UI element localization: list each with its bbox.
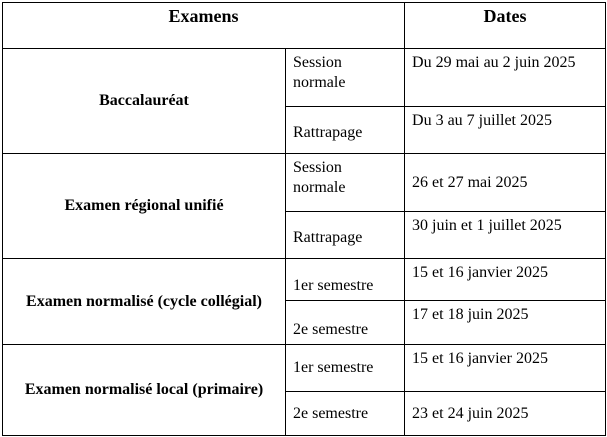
date-value: Du 3 au 7 juillet 2025 <box>404 106 607 154</box>
date-value: 17 et 18 juin 2025 <box>404 300 607 345</box>
session-label: Session normale <box>284 153 406 212</box>
exam-name: Examen régional unifié <box>2 153 286 259</box>
table-row: Rattrapage Du 3 au 7 juillet 2025 <box>3 106 607 154</box>
table-row: Examen régional unifié Session normale 2… <box>2 153 607 259</box>
date-value: 15 et 16 janvier 2025 <box>404 344 607 392</box>
session-label: 2e semestre <box>284 391 406 436</box>
session-label: Rattrapage <box>284 211 406 259</box>
date-value: 23 et 24 juin 2025 <box>404 391 607 436</box>
header-dates: Dates <box>404 2 607 49</box>
table-row: 2e semestre 17 et 18 juin 2025 <box>3 300 607 345</box>
table-row: Examen normalisé (cycle collégial) 1er s… <box>2 258 607 345</box>
session-label: 1er semestre <box>284 344 406 392</box>
date-value: 15 et 16 janvier 2025 <box>404 258 607 301</box>
session-label: 2e semestre <box>284 300 406 345</box>
date-value: 26 et 27 mai 2025 <box>404 153 607 212</box>
session-label: 1er semestre <box>284 258 406 301</box>
header-exams: Examens <box>1 2 406 49</box>
exam-name: Baccalauréat <box>2 48 286 154</box>
table-row: 2e semestre 23 et 24 juin 2025 <box>3 391 607 436</box>
session-label: Rattrapage <box>284 106 406 154</box>
session-label: Session normale <box>284 48 406 107</box>
exam-name: Examen normalisé local (primaire) <box>2 344 286 436</box>
date-value: Du 29 mai au 2 juin 2025 <box>404 48 607 107</box>
table-row: Examen normalisé local (primaire) 1er se… <box>2 344 607 436</box>
table-row: Baccalauréat Session normale Du 29 mai a… <box>2 48 607 154</box>
table-row: Rattrapage 30 juin et 1 juillet 2025 <box>3 211 607 259</box>
exam-name: Examen normalisé (cycle collégial) <box>2 258 286 345</box>
date-value: 30 juin et 1 juillet 2025 <box>404 211 607 259</box>
header-row: Examens Dates <box>1 2 607 49</box>
